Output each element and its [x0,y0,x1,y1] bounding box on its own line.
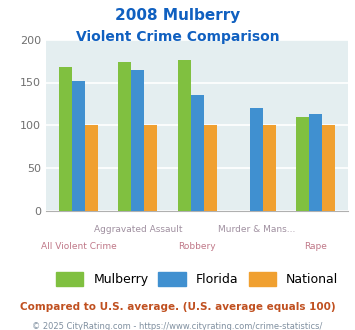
Text: Murder & Mans...: Murder & Mans... [218,225,295,234]
Bar [250,108,263,211]
Text: 2008 Mulberry: 2008 Mulberry [115,8,240,23]
Bar [191,94,203,211]
Bar [59,67,72,211]
Bar [72,81,85,211]
Bar [118,62,131,211]
Text: All Violent Crime: All Violent Crime [41,242,116,251]
Bar [203,124,217,211]
Bar [178,60,191,211]
Bar [144,124,157,211]
Text: Aggravated Assault: Aggravated Assault [94,225,182,234]
Text: Rape: Rape [304,242,327,251]
Text: Robbery: Robbery [178,242,216,251]
Bar [131,70,144,211]
Legend: Mulberry, Florida, National: Mulberry, Florida, National [56,272,338,286]
Text: Violent Crime Comparison: Violent Crime Comparison [76,30,279,44]
Bar [263,124,276,211]
Text: Compared to U.S. average. (U.S. average equals 100): Compared to U.S. average. (U.S. average … [20,302,335,312]
Bar [322,124,335,211]
Bar [309,114,322,211]
Text: © 2025 CityRating.com - https://www.cityrating.com/crime-statistics/: © 2025 CityRating.com - https://www.city… [32,322,323,330]
Bar [296,117,309,211]
Bar [85,124,98,211]
